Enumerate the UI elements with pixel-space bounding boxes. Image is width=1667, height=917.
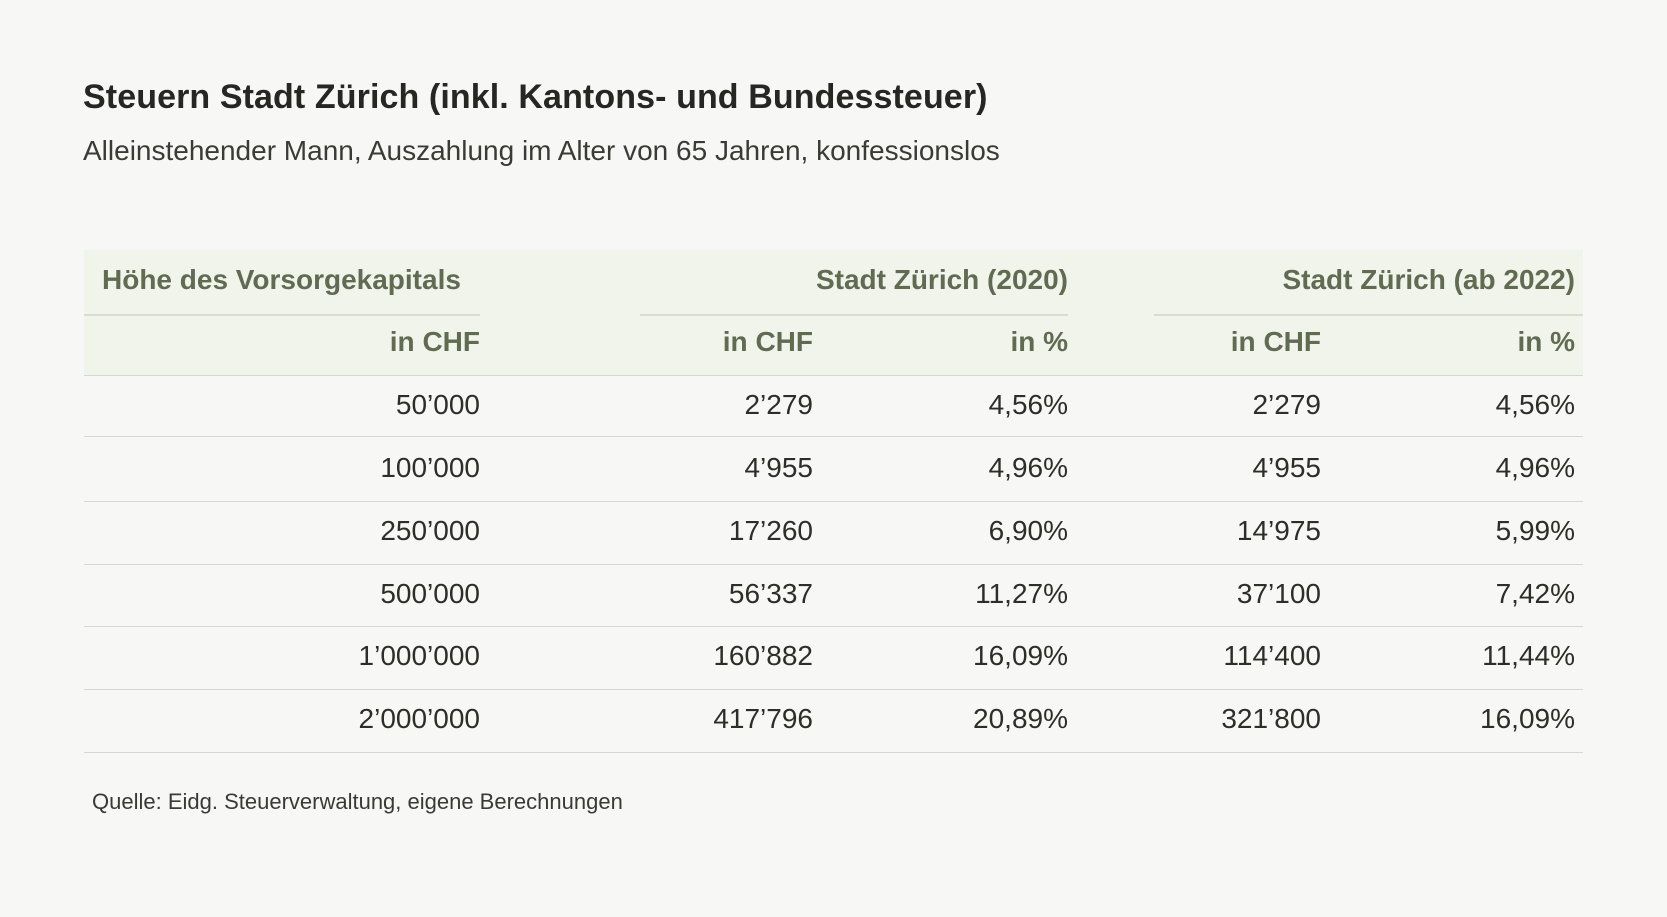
cell-chf-2020: 56’337 xyxy=(728,578,813,609)
cell-chf-2022: 321’800 xyxy=(1221,703,1321,734)
header-stadt-zuerich-2020: Stadt Zürich (2020) xyxy=(815,264,1068,295)
subheader-2022-pct: in % xyxy=(1517,326,1575,357)
cell-pct-2022: 4,56% xyxy=(1495,389,1575,420)
row-divider xyxy=(84,752,1583,753)
cell-capital: 100’000 xyxy=(380,452,480,483)
header-underline-2020 xyxy=(640,314,1068,316)
cell-chf-2020: 417’796 xyxy=(713,703,813,734)
subheader-2020-pct: in % xyxy=(1010,326,1068,357)
cell-capital: 1’000’000 xyxy=(358,640,480,671)
cell-chf-2022: 114’400 xyxy=(1223,640,1321,671)
row-divider xyxy=(84,564,1583,565)
subheader-2020-chf: in CHF xyxy=(722,326,813,357)
row-divider xyxy=(84,689,1583,690)
header-capital: Höhe des Vorsorgekapitals xyxy=(102,264,461,295)
cell-chf-2020: 160’882 xyxy=(713,640,813,671)
header-divider xyxy=(84,375,1583,376)
cell-chf-2022: 2’279 xyxy=(1252,389,1321,420)
cell-pct-2020: 11,27% xyxy=(975,578,1068,609)
cell-pct-2020: 16,09% xyxy=(973,640,1068,671)
source-note: Quelle: Eidg. Steuerverwaltung, eigene B… xyxy=(92,789,623,814)
cell-pct-2022: 16,09% xyxy=(1480,703,1575,734)
row-divider xyxy=(84,501,1583,502)
cell-pct-2022: 7,42% xyxy=(1495,578,1575,609)
header-underline-capital xyxy=(84,314,480,316)
cell-capital: 2’000’000 xyxy=(358,703,480,734)
cell-pct-2020: 20,89% xyxy=(973,703,1068,734)
subheader-2022-chf: in CHF xyxy=(1230,326,1321,357)
cell-chf-2022: 14’975 xyxy=(1236,515,1321,546)
cell-pct-2022: 5,99% xyxy=(1495,515,1575,546)
page-subtitle: Alleinstehender Mann, Auszahlung im Alte… xyxy=(83,135,1000,166)
cell-capital: 250’000 xyxy=(380,515,480,546)
cell-chf-2022: 37’100 xyxy=(1236,578,1321,609)
row-divider xyxy=(84,626,1583,627)
subheader-capital-chf: in CHF xyxy=(389,326,480,357)
cell-capital: 50’000 xyxy=(395,389,480,420)
row-divider xyxy=(84,436,1583,437)
cell-pct-2020: 4,56% xyxy=(988,389,1068,420)
page-title: Steuern Stadt Zürich (inkl. Kantons- und… xyxy=(83,78,988,116)
cell-chf-2020: 17’260 xyxy=(728,515,813,546)
cell-chf-2022: 4’955 xyxy=(1252,452,1321,483)
header-stadt-zuerich-2022: Stadt Zürich (ab 2022) xyxy=(1282,264,1575,295)
table-header-band xyxy=(84,250,1583,376)
cell-pct-2020: 6,90% xyxy=(988,515,1068,546)
cell-pct-2022: 4,96% xyxy=(1495,452,1575,483)
header-underline-2022 xyxy=(1154,314,1583,316)
cell-pct-2020: 4,96% xyxy=(988,452,1068,483)
cell-pct-2022: 11,44% xyxy=(1482,640,1575,671)
cell-chf-2020: 4’955 xyxy=(744,452,813,483)
cell-chf-2020: 2’279 xyxy=(744,389,813,420)
cell-capital: 500’000 xyxy=(380,578,480,609)
